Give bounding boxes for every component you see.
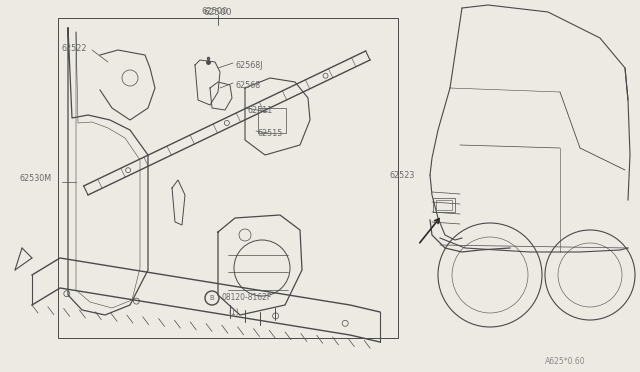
Text: 62568J: 62568J (235, 61, 262, 70)
Text: 62500: 62500 (202, 6, 228, 16)
Text: 62515: 62515 (258, 128, 284, 138)
Text: A625*0.60: A625*0.60 (545, 357, 586, 366)
Text: (1): (1) (228, 308, 239, 317)
Text: 62530M: 62530M (20, 173, 52, 183)
Bar (433, 198, 455, 212)
Text: B: B (210, 295, 214, 301)
Text: 62523: 62523 (390, 170, 415, 180)
Text: 62511: 62511 (248, 106, 273, 115)
Text: 62500: 62500 (204, 7, 232, 16)
Text: 62522: 62522 (62, 44, 88, 52)
Text: 62568: 62568 (235, 80, 260, 90)
Bar (258, 108, 286, 133)
Text: 08120-8162F: 08120-8162F (222, 294, 272, 302)
Bar (436, 200, 452, 210)
Bar (58, 18, 398, 338)
